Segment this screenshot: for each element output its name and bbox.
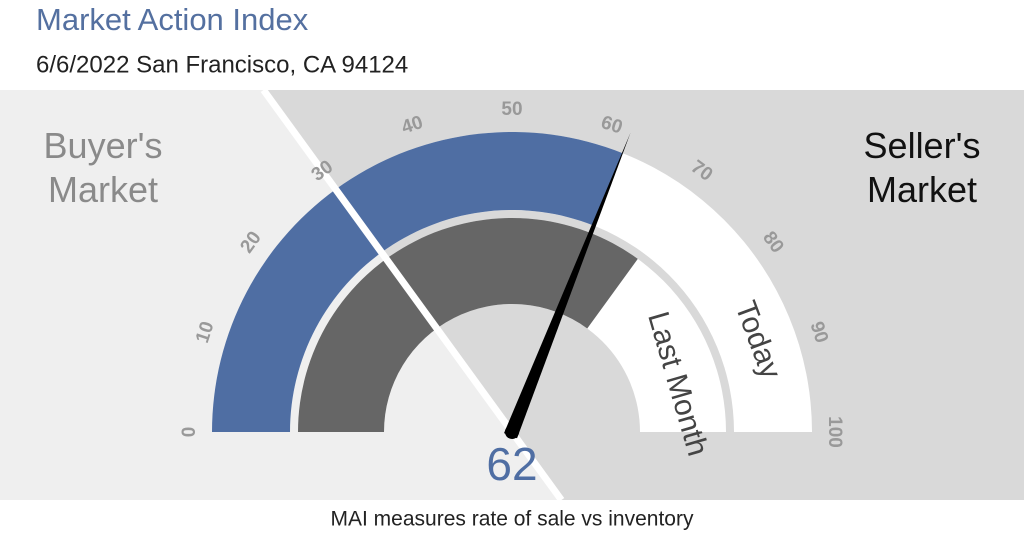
seller-zone-label: Seller's Market [863,125,981,210]
buyer-zone-label: Buyer's Market [43,125,163,210]
chart-title: Market Action Index [36,2,309,37]
tick-label: 100 [824,416,845,448]
chart-subtitle: 6/6/2022 San Francisco, CA 94124 [36,51,408,78]
needle-hub [505,425,519,439]
ring-fill [298,217,638,432]
needle [504,132,631,439]
tick-label: 50 [501,99,522,120]
footer-note: MAI measures rate of sale vs inventory [331,508,694,531]
ring-fill [212,131,623,432]
value-label: 62 [486,438,537,490]
tick-label: 0 [179,427,200,438]
